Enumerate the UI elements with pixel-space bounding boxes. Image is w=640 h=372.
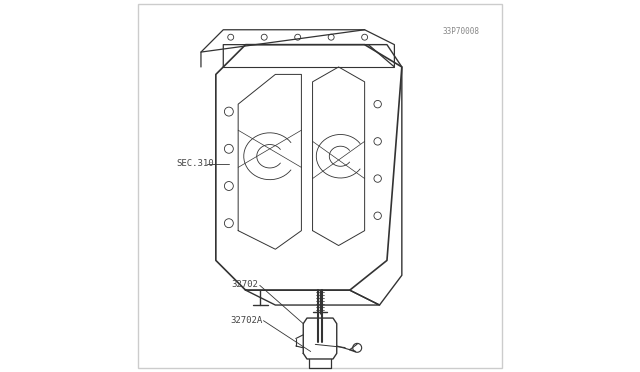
Text: 32702: 32702 [232,280,259,289]
Text: 32702A: 32702A [230,316,262,325]
Text: 33P70008: 33P70008 [443,27,480,36]
Text: SEC.310: SEC.310 [177,159,214,168]
